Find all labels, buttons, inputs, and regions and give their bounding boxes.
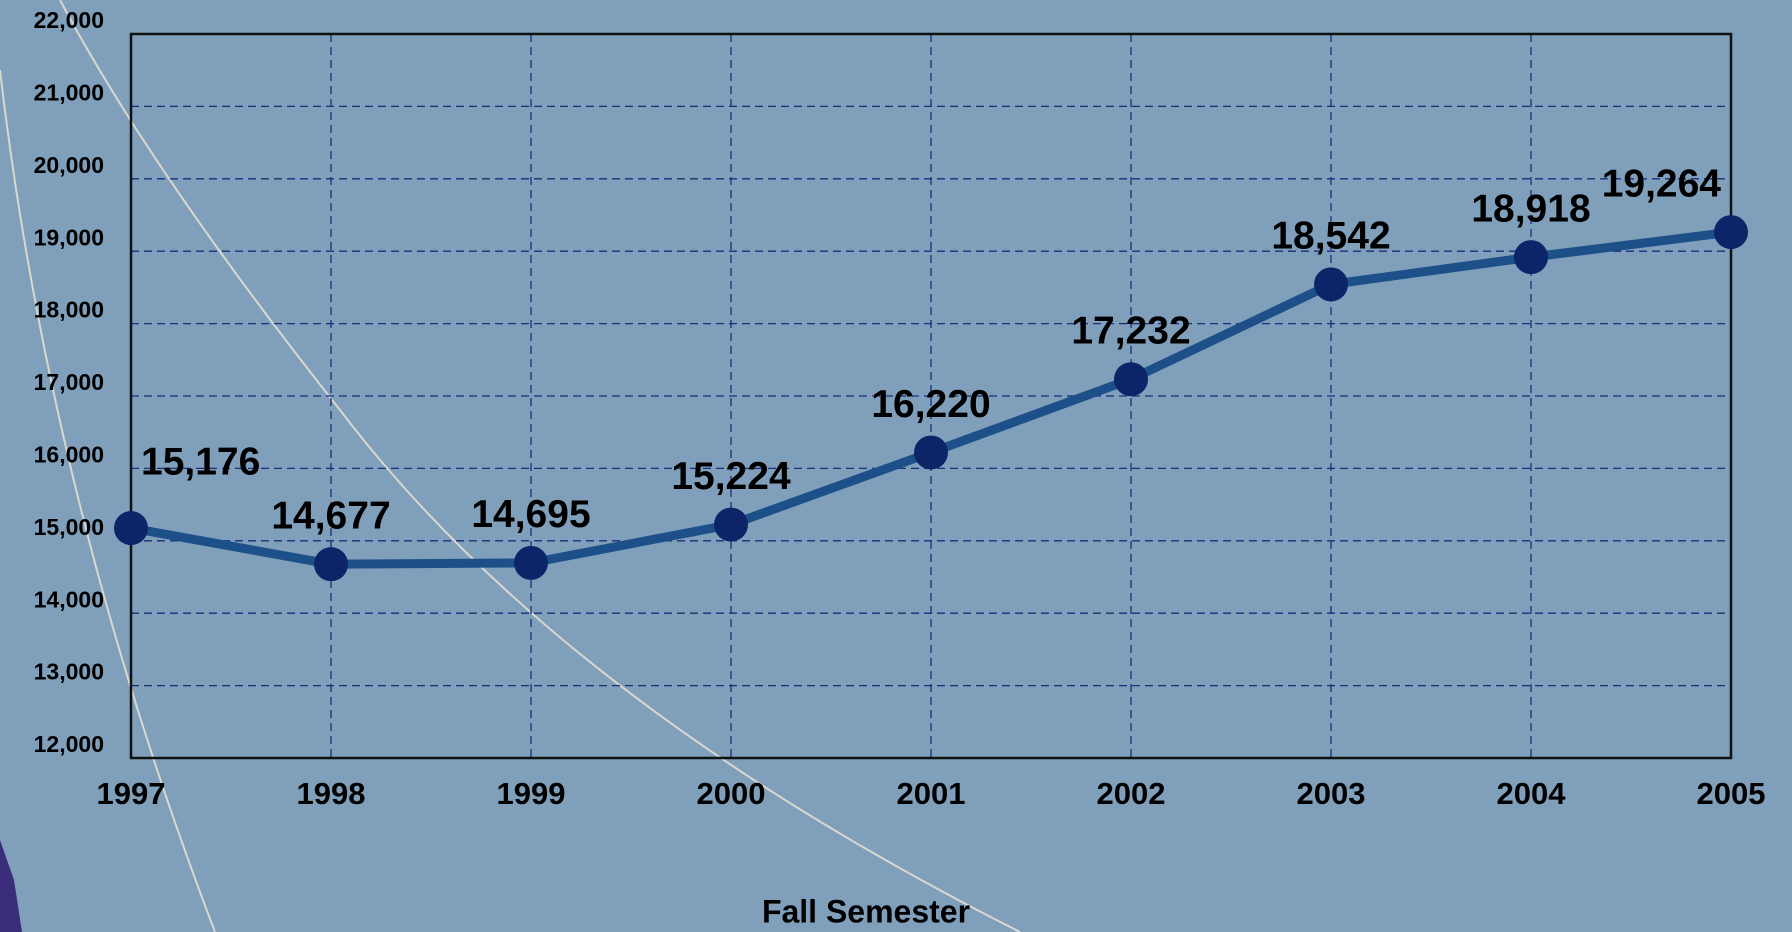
x-tick-label: 1998 — [297, 776, 366, 811]
x-tick-label: 2003 — [1297, 776, 1366, 811]
x-tick-label: 2002 — [1097, 776, 1166, 811]
y-tick-label: 19,000 — [34, 224, 104, 250]
data-point — [1114, 362, 1148, 396]
data-label: 16,220 — [871, 383, 990, 426]
chart: Fall Semester 12,000 13,000 14,000 15,000 16… — [0, 0, 1792, 932]
x-tick-label: 2000 — [697, 776, 766, 811]
data-point — [1514, 240, 1548, 274]
data-label: 15,176 — [141, 440, 260, 483]
data-point — [514, 546, 548, 580]
x-tick-label: 2005 — [1697, 776, 1766, 811]
data-point — [1314, 267, 1348, 301]
decor-corner — [0, 840, 22, 932]
y-tick-label: 16,000 — [34, 441, 104, 467]
y-tick-label: 20,000 — [34, 152, 104, 178]
data-label: 17,232 — [1071, 310, 1190, 353]
data-point — [314, 547, 348, 581]
y-tick-label: 21,000 — [34, 79, 104, 105]
y-tick-label: 13,000 — [34, 659, 104, 685]
y-tick-label: 22,000 — [34, 7, 104, 33]
x-tick-label: 2004 — [1497, 776, 1567, 811]
y-tick-label: 12,000 — [34, 731, 104, 757]
data-label: 19,264 — [1602, 162, 1722, 205]
x-tick-label: 2001 — [897, 776, 966, 811]
data-label: 14,677 — [271, 494, 390, 537]
y-tick-label: 17,000 — [34, 369, 104, 395]
x-tick-label: 1997 — [97, 776, 166, 811]
data-point — [1714, 215, 1748, 249]
data-point — [714, 508, 748, 542]
data-label: 14,695 — [471, 493, 590, 536]
y-tick-label: 18,000 — [34, 297, 104, 323]
x-tick-label: 1999 — [497, 776, 566, 811]
data-label: 18,918 — [1471, 187, 1590, 230]
data-label: 18,542 — [1271, 215, 1390, 258]
data-point — [914, 435, 948, 469]
x-axis-label: Fall Semester — [762, 893, 970, 929]
y-tick-label: 14,000 — [34, 586, 104, 612]
data-point — [114, 511, 148, 545]
y-tick-label: 15,000 — [34, 514, 104, 540]
data-label: 15,224 — [671, 455, 791, 498]
